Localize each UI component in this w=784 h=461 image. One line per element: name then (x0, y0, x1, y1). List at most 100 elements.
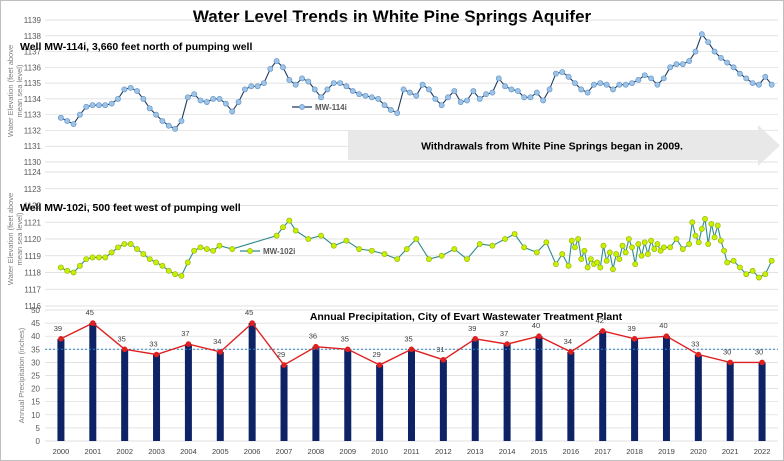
precip-data-point (153, 351, 160, 358)
precip-data-point (695, 351, 702, 358)
mw102-data-point (89, 254, 96, 261)
precip-xtick-label: 2011 (403, 447, 419, 456)
mw114-ylabel-line1: Water Elevation (feet above (6, 45, 15, 137)
precip-data-label: 35 (118, 334, 126, 343)
precip-data-label: 34 (213, 337, 221, 346)
precip-data-label: 31 (436, 345, 444, 354)
mw102-data-point (606, 249, 613, 256)
mw114-data-point (216, 95, 223, 102)
mw102-data-point (714, 222, 721, 229)
mw114-ytick-label: 1134 (24, 95, 42, 104)
mw102-data-point (762, 271, 769, 278)
precip-data-point (727, 359, 733, 366)
mw102-data-point (146, 256, 153, 262)
mw114-data-point (419, 81, 426, 88)
mw114-data-point (603, 81, 610, 88)
precip-bar (280, 365, 288, 441)
precip-data-label: 35 (341, 334, 349, 343)
precip-ytick-label: 20 (31, 385, 40, 394)
mw102-data-point (600, 242, 607, 249)
precip-bar (758, 362, 766, 441)
mw114-data-point (584, 89, 591, 96)
mw102-data-point (140, 251, 147, 257)
mw102-data-point (717, 237, 724, 244)
mw102-data-point (584, 264, 591, 271)
mw114-data-point (299, 75, 305, 82)
mw102-legend-label: MW-102i (263, 247, 295, 256)
mw102-data-point (381, 251, 388, 257)
mw102-data-point (172, 271, 178, 278)
precip-xtick-label: 2016 (563, 447, 580, 456)
mw114-data-point (527, 94, 534, 101)
mw114-data-point (610, 86, 616, 93)
precip-xtick-label: 2007 (276, 447, 293, 456)
mw114-data-point (622, 81, 629, 88)
mw102-data-point (641, 239, 648, 246)
mw114-data-point (242, 86, 248, 93)
mw114-data-point (426, 86, 432, 93)
mw102-data-point (702, 215, 708, 222)
mw114-data-point (89, 102, 96, 109)
mw114-data-point (717, 54, 724, 61)
mw102-ylabel: Water Elevation (feet abovemean sea leve… (6, 193, 24, 285)
precip-data-point (568, 349, 574, 355)
mw102-data-point (127, 241, 134, 247)
precip-xtick-label: 2003 (148, 447, 165, 456)
precip-bar (471, 338, 479, 441)
precip-bar (599, 330, 607, 441)
precip-ytick-label: 40 (31, 332, 40, 341)
mw102-data-point (689, 219, 696, 226)
precip-bar (694, 354, 702, 441)
mw114-data-point (349, 88, 356, 94)
precip-ytick-label: 45 (31, 319, 40, 328)
mw114-data-point (654, 81, 661, 88)
mw114-data-point (476, 95, 483, 102)
precip-xtick-label: 2004 (180, 447, 197, 456)
mw102-data-point (698, 226, 705, 232)
mw114-data-point (115, 95, 121, 102)
mw102-data-point (451, 246, 458, 252)
mw114-data-point (559, 69, 566, 75)
mw114-data-point (210, 95, 217, 102)
mw114-title: Well MW-114i, 3,660 feet north of pumpin… (20, 41, 252, 53)
precip-data-label: 39 (627, 324, 635, 333)
mw102-ytick-label: 1124 (24, 168, 42, 177)
mw114-data-point (578, 86, 585, 93)
precip-ytick-label: 25 (31, 372, 40, 381)
precip-xtick-label: 2013 (467, 447, 484, 456)
mw102-data-point (286, 217, 293, 224)
precip-xtick-label: 2019 (658, 447, 675, 456)
mw102-data-point (108, 249, 115, 256)
mw114-data-point (502, 83, 509, 90)
precip-data-point (90, 320, 96, 326)
mw102-data-point (203, 246, 210, 252)
mw114-data-point (508, 86, 515, 93)
mw114-data-point (134, 88, 140, 94)
precip-bar (376, 365, 384, 441)
mw114-data-point (280, 64, 286, 71)
precip-bar (89, 323, 97, 441)
precip-xtick-label: 2017 (594, 447, 611, 456)
mw114-data-point (70, 121, 77, 128)
mw114-panel: 1130 1131 1132 1133 1134 1135 1136 1137 1138 1139… (6, 16, 780, 167)
mw114-data-point (311, 86, 318, 93)
mw114-data-point (159, 118, 166, 124)
mw114-data-point (153, 111, 159, 118)
mw114-data-point (178, 118, 185, 124)
mw102-data-point (622, 249, 629, 256)
mw114-data-point (762, 73, 769, 80)
mw102-data-point (673, 236, 680, 242)
mw114-data-point (407, 89, 413, 96)
mw102-data-point (645, 251, 651, 257)
precip-bar (184, 344, 192, 441)
mw114-ytick-label: 1131 (24, 142, 42, 151)
precip-ytick-label: 15 (31, 398, 40, 407)
mw114-data-point (140, 95, 147, 102)
figure-title: Water Level Trends in White Pine Springs… (193, 7, 592, 26)
precip-data-label: 30 (755, 347, 763, 356)
mw114-data-point (470, 88, 477, 94)
precip-xtick-label: 2008 (308, 447, 325, 456)
mw102-data-point (559, 251, 566, 257)
mw102-data-point (191, 247, 198, 254)
precip-data-label: 40 (532, 321, 540, 330)
